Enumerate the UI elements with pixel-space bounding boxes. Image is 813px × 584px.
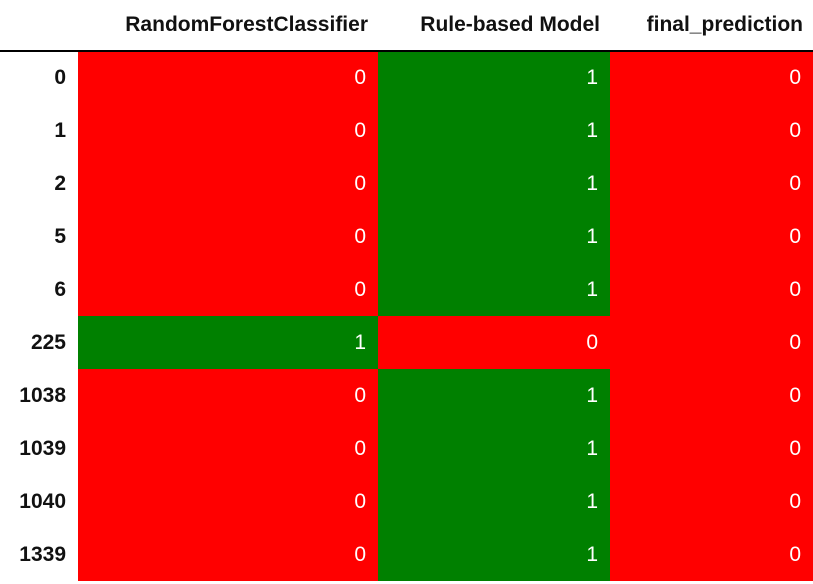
cell-final-prediction: 0	[610, 51, 813, 104]
cell-randomforestclassifier: 0	[78, 422, 378, 475]
cell-final-prediction: 0	[610, 528, 813, 581]
index-header-blank	[0, 0, 78, 52]
row-index-label: 1039	[0, 422, 78, 475]
cell-rule-based-model: 1	[378, 369, 610, 422]
header-row: RandomForestClassifier Rule-based Model …	[0, 0, 813, 52]
table-row: 5 0 1 0	[0, 210, 813, 263]
column-header-final-prediction: final_prediction	[610, 0, 813, 52]
cell-rule-based-model: 1	[378, 422, 610, 475]
cell-final-prediction: 0	[610, 263, 813, 316]
column-header-randomforestclassifier: RandomForestClassifier	[78, 0, 378, 52]
cell-final-prediction: 0	[610, 316, 813, 369]
row-index-label: 2	[0, 157, 78, 210]
table-row: 6 0 1 0	[0, 263, 813, 316]
cell-randomforestclassifier: 0	[78, 104, 378, 157]
row-index-label: 5	[0, 210, 78, 263]
cell-final-prediction: 0	[610, 210, 813, 263]
cell-final-prediction: 0	[610, 369, 813, 422]
cell-randomforestclassifier: 0	[78, 528, 378, 581]
row-index-label: 1040	[0, 475, 78, 528]
cell-rule-based-model: 0	[378, 316, 610, 369]
row-index-label: 1038	[0, 369, 78, 422]
cell-final-prediction: 0	[610, 104, 813, 157]
cell-rule-based-model: 1	[378, 475, 610, 528]
table-row: 1038 0 1 0	[0, 369, 813, 422]
cell-randomforestclassifier: 0	[78, 210, 378, 263]
cell-rule-based-model: 1	[378, 263, 610, 316]
table-row: 1 0 1 0	[0, 104, 813, 157]
cell-rule-based-model: 1	[378, 210, 610, 263]
cell-final-prediction: 0	[610, 475, 813, 528]
table-row: 1339 0 1 0	[0, 528, 813, 581]
table-row: 1040 0 1 0	[0, 475, 813, 528]
cell-final-prediction: 0	[610, 157, 813, 210]
cell-rule-based-model: 1	[378, 104, 610, 157]
cell-randomforestclassifier: 1	[78, 316, 378, 369]
cell-rule-based-model: 1	[378, 51, 610, 104]
table-row: 225 1 0 0	[0, 316, 813, 369]
column-header-rule-based-model: Rule-based Model	[378, 0, 610, 52]
cell-rule-based-model: 1	[378, 157, 610, 210]
cell-randomforestclassifier: 0	[78, 263, 378, 316]
table-body: 0 0 1 0 1 0 1 0 2 0 1 0 5 0 1 0 6 0 1 0 …	[0, 51, 813, 581]
cell-randomforestclassifier: 0	[78, 157, 378, 210]
table-row: 0 0 1 0	[0, 51, 813, 104]
row-index-label: 0	[0, 51, 78, 104]
row-index-label: 225	[0, 316, 78, 369]
cell-randomforestclassifier: 0	[78, 369, 378, 422]
table-row: 1039 0 1 0	[0, 422, 813, 475]
cell-randomforestclassifier: 0	[78, 51, 378, 104]
cell-rule-based-model: 1	[378, 528, 610, 581]
row-index-label: 1339	[0, 528, 78, 581]
cell-final-prediction: 0	[610, 422, 813, 475]
cell-randomforestclassifier: 0	[78, 475, 378, 528]
table-row: 2 0 1 0	[0, 157, 813, 210]
row-index-label: 6	[0, 263, 78, 316]
row-index-label: 1	[0, 104, 78, 157]
